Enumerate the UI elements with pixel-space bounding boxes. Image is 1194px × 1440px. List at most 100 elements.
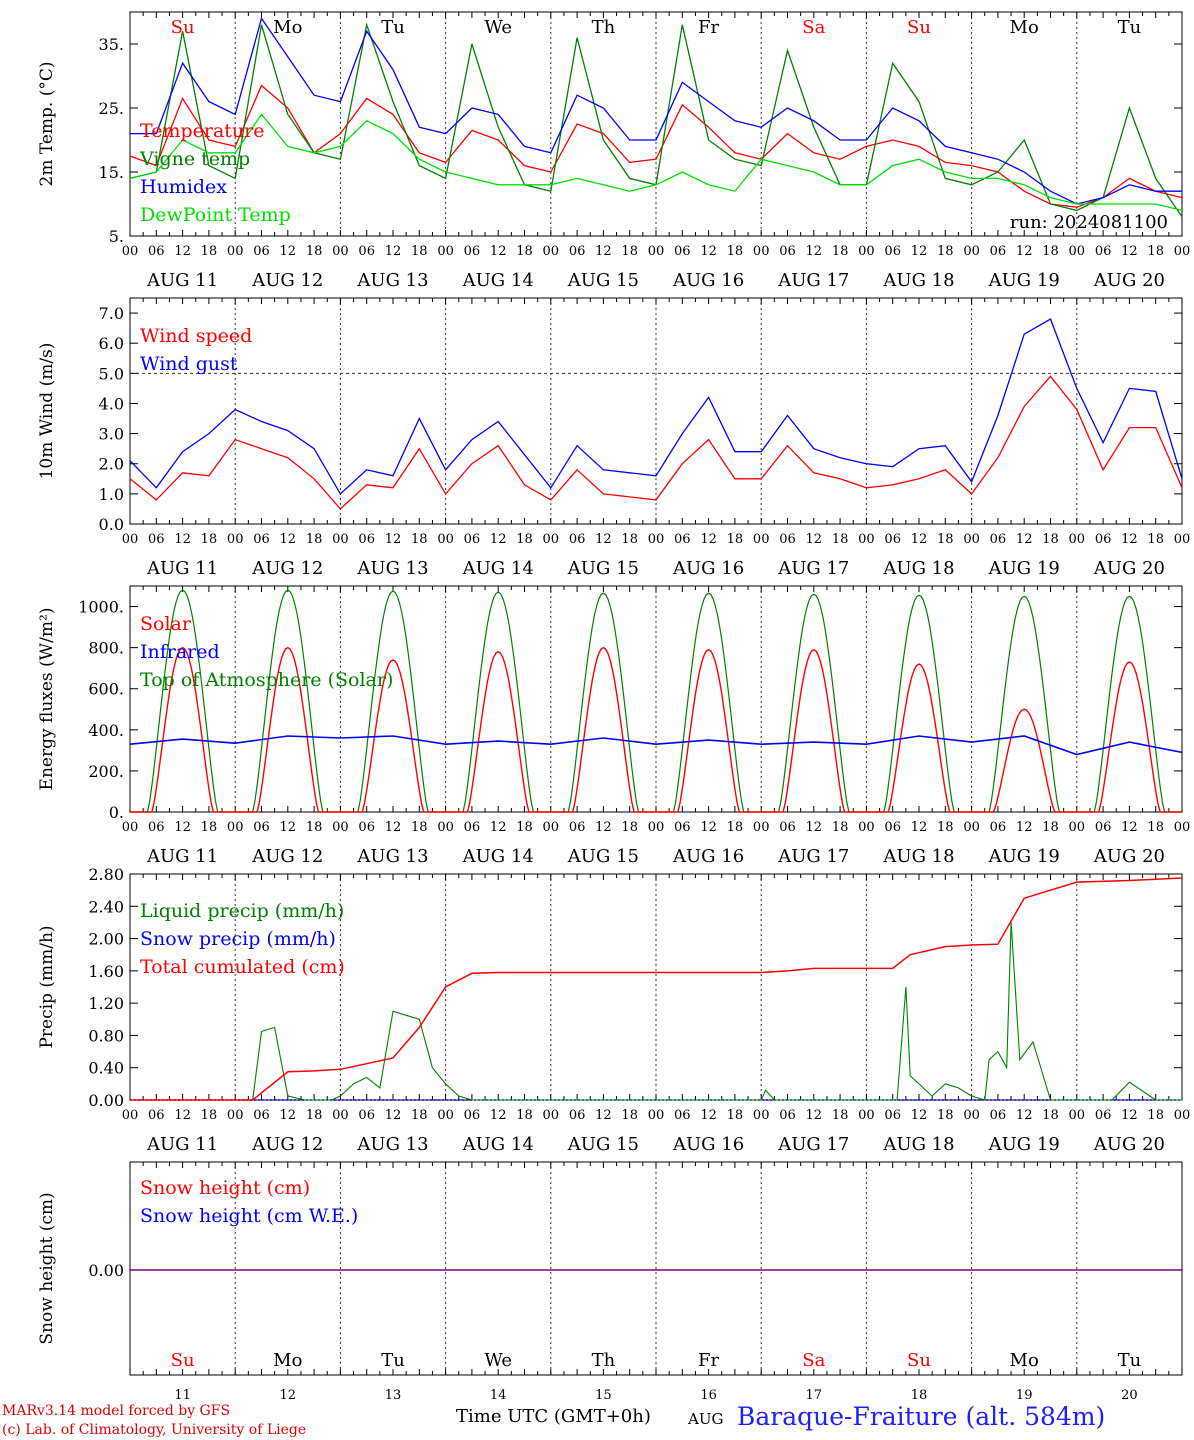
hour-tick-label: 00 [1069, 532, 1086, 547]
bottom-day: Tu [381, 1350, 405, 1371]
hour-tick-label: 06 [884, 532, 901, 547]
y-tick-label: 4.0 [99, 394, 124, 413]
hour-tick-label: 00 [858, 820, 875, 835]
legend-entry: Liquid precip (mm/h) [140, 900, 344, 922]
hour-tick-label: 00 [227, 244, 244, 259]
hour-tick-label: 18 [727, 1108, 744, 1123]
day-number: 12 [280, 1388, 297, 1403]
date-label: AUG 16 [672, 558, 744, 579]
hour-tick-label: 12 [806, 820, 823, 835]
hour-tick-label: 00 [1069, 244, 1086, 259]
bottom-day: Su [171, 1350, 195, 1371]
date-label: AUG 19 [988, 846, 1060, 867]
y-tick-label: 0. [109, 803, 124, 822]
header-day: Mo [273, 17, 302, 38]
day-number: 20 [1121, 1388, 1138, 1403]
day-number: 19 [1016, 1388, 1033, 1403]
hour-tick-label: 00 [1069, 1108, 1086, 1123]
hour-tick-label: 12 [911, 532, 928, 547]
header-day: Th [592, 17, 616, 38]
hour-tick-label: 12 [385, 1108, 402, 1123]
y-tick-label: 0.00 [88, 1091, 124, 1110]
y-tick-label: 0.40 [88, 1059, 124, 1078]
hour-tick-label: 00 [1174, 820, 1191, 835]
hour-tick-label: 00 [543, 532, 560, 547]
hour-tick-label: 12 [1016, 244, 1033, 259]
hour-tick-label: 18 [832, 532, 849, 547]
x-axis-4: 00 06 12 18 AUG 11 00 06 12 18 AUG 12 00 06 12 18 AUG … [122, 1108, 1191, 1155]
hour-tick-label: 06 [253, 820, 270, 835]
y-tick-label: 2.0 [99, 455, 124, 474]
hour-tick-label: 00 [122, 820, 139, 835]
date-label: AUG 11 [146, 270, 218, 291]
hour-tick-label: 12 [700, 820, 717, 835]
hour-tick-label: 12 [280, 1108, 297, 1123]
liquid-line [130, 922, 1182, 1101]
hour-tick-label: 18 [832, 820, 849, 835]
legend-entry: Snow precip (mm/h) [140, 928, 336, 950]
y-tick-label: 35. [99, 35, 124, 54]
hour-tick-label: 18 [832, 244, 849, 259]
hour-tick-label: 00 [858, 532, 875, 547]
hour-tick-label: 18 [1147, 532, 1164, 547]
bottom-day: Su [907, 1350, 931, 1371]
hour-tick-label: 18 [937, 1108, 954, 1123]
day-number: 18 [911, 1388, 928, 1403]
date-label: AUG 15 [567, 846, 639, 867]
legend-entry: Snow height (cm) [140, 1177, 310, 1199]
hour-tick-label: 12 [174, 532, 191, 547]
date-label: AUG 17 [777, 1134, 849, 1155]
legend-entry: Infrared [140, 641, 220, 663]
y-axis-label: Energy fluxes (W/m²) [37, 608, 57, 791]
hour-tick-label: 12 [911, 1108, 928, 1123]
hour-tick-label: 06 [674, 1108, 691, 1123]
x-axis-1: 00 06 12 18 AUG 11 00 06 12 18 AUG 12 00 06 12 18 AUG … [122, 244, 1191, 291]
hour-tick-label: 06 [569, 244, 586, 259]
hour-tick-label: 00 [437, 820, 454, 835]
hour-tick-label: 00 [1174, 244, 1191, 259]
time-axis-label: Time UTC (GMT+0h) [456, 1406, 651, 1427]
hour-tick-label: 06 [464, 532, 481, 547]
date-label: AUG 11 [146, 846, 218, 867]
header-day: Su [907, 17, 931, 38]
date-label: AUG 20 [1093, 846, 1165, 867]
panel-frame-1: 5. 15. 25. 35. 2m Temp. (°C) Temperature Vigne… [37, 11, 1183, 246]
hour-tick-label: 00 [963, 820, 980, 835]
hour-tick-label: 06 [674, 820, 691, 835]
hour-tick-label: 18 [621, 1108, 638, 1123]
hour-tick-label: 18 [1042, 532, 1059, 547]
hour-tick-label: 12 [1121, 820, 1138, 835]
panel-frame-4: 0.00 0.40 0.80 1.20 1.60 2.00 2.40 2.80 Precip (… [37, 865, 1183, 1110]
series-line [130, 16, 1182, 205]
lab-credit: (c) Lab. of Climatology, University of L… [2, 1422, 307, 1438]
hour-tick-label: 12 [911, 820, 928, 835]
hour-tick-label: 12 [595, 532, 612, 547]
hour-tick-label: 18 [411, 820, 428, 835]
bottom-day: Mo [273, 1350, 302, 1371]
date-label: AUG 14 [462, 270, 534, 291]
panel-border [129, 585, 1183, 813]
header-day: Su [171, 17, 195, 38]
y-tick-label: 15. [99, 163, 124, 182]
date-label: AUG 11 [146, 558, 218, 579]
date-label: AUG 13 [356, 1134, 428, 1155]
series-line [129, 375, 1183, 510]
hour-tick-label: 00 [648, 532, 665, 547]
hour-tick-label: 06 [358, 820, 375, 835]
hour-tick-label: 06 [358, 532, 375, 547]
hour-tick-label: 06 [358, 244, 375, 259]
solar-line [130, 646, 1182, 813]
series-line [129, 84, 1183, 208]
hour-tick-label: 06 [990, 1108, 1007, 1123]
y-tick-label: 400. [88, 721, 124, 740]
run-label: run: 2024081100 [1010, 212, 1168, 233]
hour-tick-label: 12 [806, 1108, 823, 1123]
panel-frame-3: 0. 200. 400. 600. 800. 1000. Energy fluxes (W/… [37, 585, 1183, 822]
hour-tick-label: 18 [411, 244, 428, 259]
hour-tick-label: 00 [122, 532, 139, 547]
date-label: AUG 19 [988, 558, 1060, 579]
legend-entry: Humidex [140, 176, 227, 198]
hour-tick-label: 12 [1016, 532, 1033, 547]
date-label: AUG 13 [356, 846, 428, 867]
hour-tick-label: 00 [543, 244, 560, 259]
